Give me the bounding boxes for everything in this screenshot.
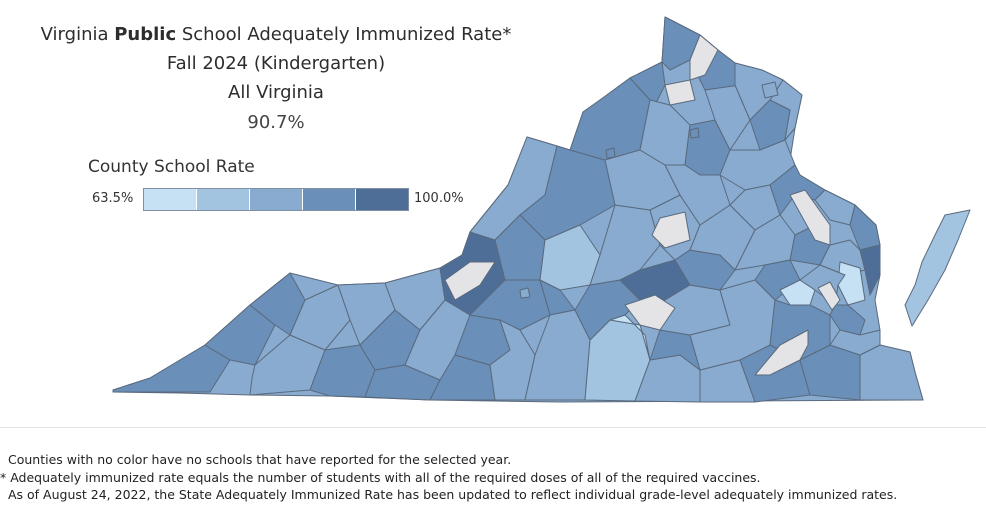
city-outline-3[interactable] xyxy=(519,287,531,299)
city-outline-2[interactable] xyxy=(605,147,616,159)
county-tw-10[interactable] xyxy=(779,279,816,306)
title-line-3: All Virginia xyxy=(228,82,324,103)
county-sc-9[interactable] xyxy=(859,344,924,401)
legend-swatch-5 xyxy=(356,189,408,210)
county-no-data-8[interactable] xyxy=(817,281,841,311)
footnote-update: As of August 24, 2022, the State Adequat… xyxy=(8,487,898,502)
footnote-divider xyxy=(0,427,986,428)
county-tw-14[interactable] xyxy=(829,329,881,356)
county-no-data-5[interactable] xyxy=(624,294,676,331)
title-line-1: Virginia Public School Adequately Immuni… xyxy=(18,20,534,49)
legend-max-label: 100.0% xyxy=(414,191,464,206)
county-eastern-shore[interactable] xyxy=(904,209,971,327)
virginia-county-map[interactable] xyxy=(0,0,986,425)
county-tw-2[interactable] xyxy=(814,189,856,226)
title-suffix: School Adequately Immunized Rate* xyxy=(176,24,512,45)
footnote-definition: * Adequately immunized rate equals the n… xyxy=(0,470,761,485)
county-sw-1[interactable] xyxy=(112,344,231,393)
legend-swatch-2 xyxy=(197,189,250,210)
city-outline-4[interactable] xyxy=(689,127,700,139)
footnote-no-color: Counties with no color have no schools t… xyxy=(8,452,512,467)
county-no-data-3[interactable] xyxy=(651,211,691,249)
county-tw-8[interactable] xyxy=(859,244,881,296)
legend-title: County School Rate xyxy=(88,157,255,177)
legend-swatch-3 xyxy=(250,189,303,210)
county-no-data-7[interactable] xyxy=(789,189,831,246)
legend-min-label: 63.5% xyxy=(92,191,134,206)
city-outline-1[interactable] xyxy=(761,81,779,99)
title-prefix: Virginia xyxy=(40,24,115,45)
state-rate: 90.7% xyxy=(247,112,305,133)
map-title: Virginia Public School Adequately Immuni… xyxy=(18,20,534,107)
county-tw-9[interactable] xyxy=(754,259,801,301)
legend-color-ramp xyxy=(143,188,409,211)
title-emphasis: Public xyxy=(114,24,177,45)
county-wc-5[interactable] xyxy=(489,319,536,401)
county-no-data-2[interactable] xyxy=(664,79,696,106)
county-nc-3[interactable] xyxy=(629,61,666,106)
county-nc-6[interactable] xyxy=(664,164,731,226)
legend-swatch-4 xyxy=(303,189,356,210)
title-line-2: Fall 2024 (Kindergarten) xyxy=(166,53,386,74)
county-no-data-6[interactable] xyxy=(754,329,809,376)
county-nc-1[interactable] xyxy=(569,77,651,161)
legend-swatch-1 xyxy=(144,189,197,210)
county-no-data-1[interactable] xyxy=(689,34,719,81)
county-no-data-4[interactable] xyxy=(444,261,496,301)
county-sw-2[interactable] xyxy=(204,304,276,366)
